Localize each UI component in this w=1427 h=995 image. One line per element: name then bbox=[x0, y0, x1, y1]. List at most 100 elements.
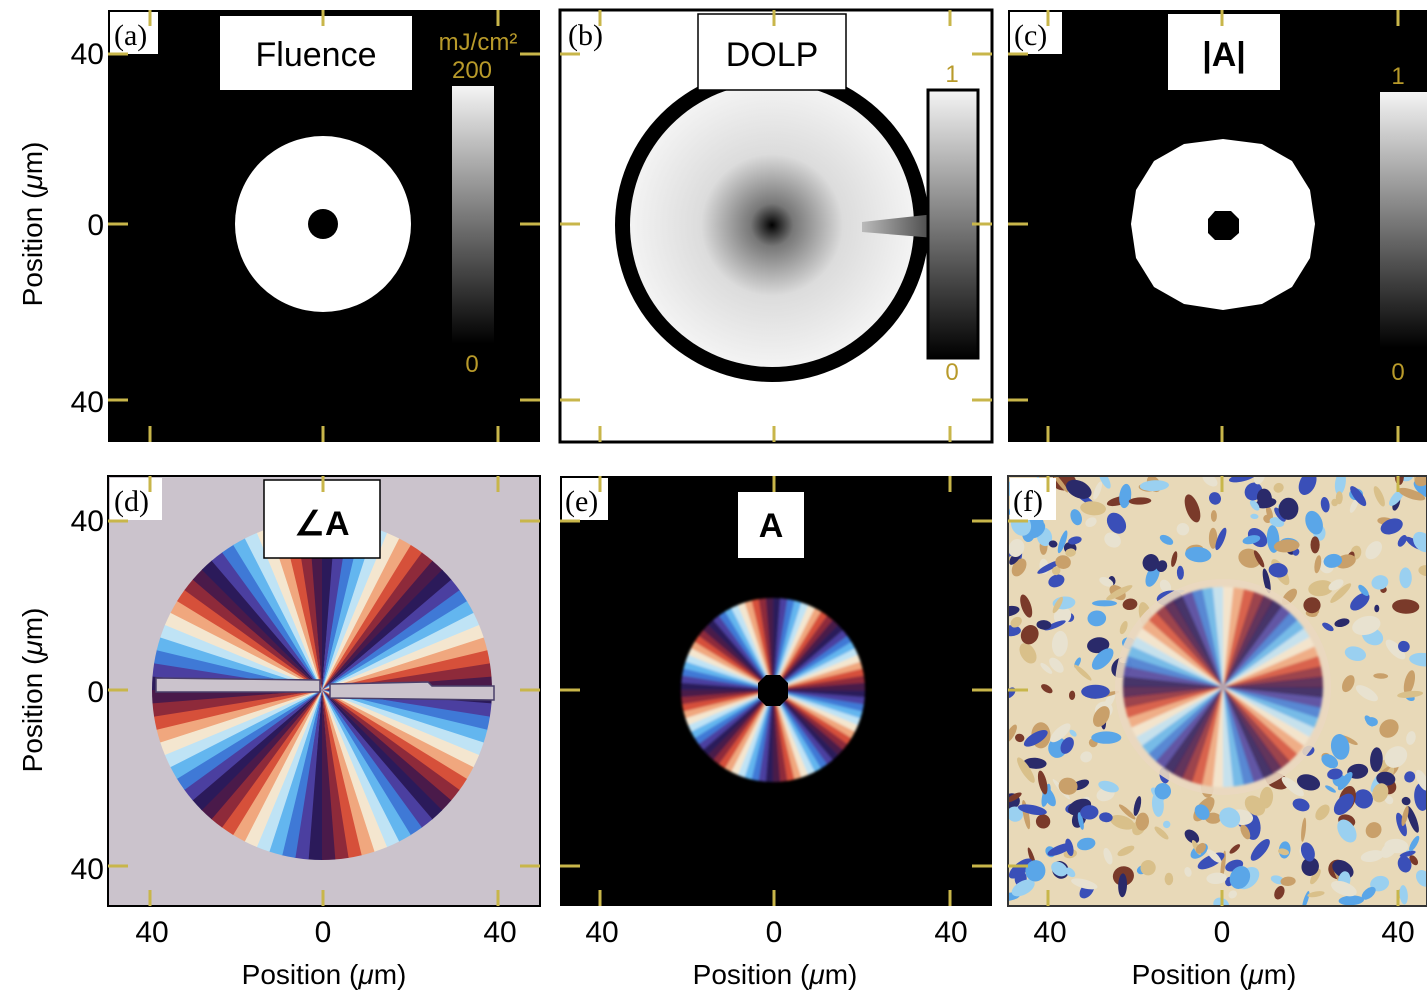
panel-f-noise-blob bbox=[1057, 530, 1068, 554]
panel-e: (e) A bbox=[560, 476, 992, 906]
panel-f-noise-blob bbox=[1093, 706, 1110, 727]
panel-f-noise-blob bbox=[1019, 643, 1037, 664]
panel-d-wedge bbox=[192, 569, 322, 690]
panel-f-noise-blob bbox=[1011, 879, 1035, 897]
panel-f-noise-blob bbox=[1401, 805, 1409, 827]
x-axis-d: 40 0 40 Position (μm) bbox=[135, 916, 516, 990]
panel-d-wedge bbox=[177, 589, 322, 690]
panel-d-wedge bbox=[322, 690, 488, 744]
y-tick-label-bottom-row-40-lower: 40 bbox=[71, 853, 104, 886]
panel-e-wedge bbox=[773, 630, 848, 690]
panel-f-noise-blob bbox=[1298, 476, 1317, 495]
panel-f-noise-blob bbox=[1040, 662, 1053, 674]
panel-f-wedge bbox=[1192, 589, 1223, 687]
x-tick-label-d-center: 0 bbox=[315, 916, 332, 949]
panel-d-wedge bbox=[322, 528, 388, 690]
panel-f-noise-blob bbox=[1068, 690, 1076, 700]
panel-f-wedge bbox=[1191, 687, 1223, 785]
panel-f-noise-blob bbox=[1262, 568, 1271, 594]
panel-f-noise-blob bbox=[1184, 829, 1200, 844]
x-tick-label-d-left: 40 bbox=[135, 916, 168, 949]
panel-c-colorbar-min: 0 bbox=[1391, 359, 1404, 386]
panel-f-noise-blob bbox=[1323, 553, 1343, 568]
panel-f-wedge bbox=[1223, 595, 1274, 687]
panel-f-noise-blob bbox=[1058, 777, 1078, 795]
panel-f-noise-blob bbox=[1184, 494, 1201, 523]
panel-f-noise-blob bbox=[1259, 786, 1274, 809]
panel-f-wedge bbox=[1223, 687, 1264, 783]
panel-e-wedge bbox=[685, 654, 773, 690]
panel-f-noise-blob bbox=[1335, 491, 1343, 505]
panel-f-noise-blob bbox=[1091, 648, 1114, 670]
panel-b-letter: (b) bbox=[568, 19, 603, 52]
panel-f-noise-blob bbox=[1314, 555, 1322, 574]
panel-f-noise-blob bbox=[1399, 567, 1412, 589]
panel-f-noise-blob bbox=[1119, 483, 1132, 509]
panel-f-noise-blob bbox=[1133, 796, 1142, 816]
panel-e-wedge bbox=[773, 690, 809, 778]
panel-f-noise-blob bbox=[1081, 684, 1110, 699]
panel-d-wedge bbox=[322, 690, 375, 856]
panel-e-wedge bbox=[773, 690, 861, 726]
panel-e-wedge bbox=[773, 690, 795, 781]
x-tick-label-e-left: 40 bbox=[585, 916, 618, 949]
panel-d-wedge bbox=[282, 521, 322, 690]
panel-f-noise-blob bbox=[1209, 492, 1221, 505]
panel-f-noise-blob bbox=[1350, 592, 1370, 611]
panel-f-noise-blob bbox=[1401, 796, 1411, 806]
panel-f-noise-blob bbox=[1103, 847, 1113, 865]
panel-f-wedge bbox=[1223, 666, 1323, 687]
panel-f-noise-blob bbox=[1020, 594, 1033, 618]
panel-f-noise-blob bbox=[1171, 551, 1178, 567]
panel-d-wedge bbox=[322, 690, 400, 848]
panel-f-noise-blob bbox=[1349, 498, 1359, 513]
panel-f-noise-blob bbox=[1250, 513, 1259, 520]
panel-e-wedge bbox=[773, 690, 863, 719]
panel-f-noise-blob bbox=[1365, 541, 1383, 560]
panel-c-title: |A| bbox=[1202, 36, 1246, 74]
panel-f-wedge bbox=[1223, 687, 1290, 769]
panel-d-wedge bbox=[322, 690, 467, 791]
panel-f-noise-blob bbox=[1274, 507, 1286, 522]
panel-f-wedge bbox=[1148, 612, 1223, 687]
panel-f-noise-blob bbox=[1118, 873, 1128, 898]
panel-f-noise-blob bbox=[1035, 814, 1051, 829]
panel-d-wedge bbox=[322, 690, 422, 836]
panel-e-field-wheel bbox=[680, 597, 866, 783]
panel-d-wedge bbox=[322, 690, 433, 829]
panel-f-wedge bbox=[1131, 636, 1223, 687]
panel-f-noise-blob bbox=[1300, 842, 1315, 862]
panel-f-noise-blob bbox=[1219, 807, 1241, 828]
panel-d-letter: (d) bbox=[114, 485, 149, 518]
panel-f-noise-blob bbox=[1273, 482, 1284, 493]
panel-e-wedge bbox=[772, 690, 781, 783]
panel-f-noise-blob bbox=[1050, 723, 1071, 743]
panel-f-wedge bbox=[1223, 589, 1255, 687]
panel-f-noise-blob bbox=[1220, 850, 1226, 880]
panel-f-noise-blob bbox=[1403, 670, 1416, 695]
panel-e-wedge bbox=[681, 690, 773, 705]
panel-f-wedge bbox=[1123, 687, 1223, 708]
panel-f-noise-blob bbox=[1415, 769, 1427, 791]
panel-f-noise-blob bbox=[1399, 885, 1408, 905]
panel-e-wedge bbox=[773, 682, 866, 691]
panel-d-wedge bbox=[210, 690, 322, 828]
panel-f-noise-blob bbox=[1037, 770, 1048, 795]
panel-d-wedge bbox=[322, 650, 491, 690]
panel-d-wedge bbox=[322, 524, 376, 690]
panel-e-wedge bbox=[773, 602, 809, 690]
panel-f-letter: (f) bbox=[1013, 485, 1043, 518]
panel-f-noise-blob bbox=[1051, 566, 1061, 576]
panel-e-center-hole bbox=[758, 675, 788, 706]
panel-e-wedge bbox=[773, 690, 788, 782]
panel-e-title-box bbox=[738, 492, 804, 558]
panel-d-wedge bbox=[170, 690, 322, 779]
panel-e-wedge bbox=[773, 690, 858, 733]
panel-e-wedge bbox=[758, 598, 773, 690]
panel-d-wedge bbox=[321, 690, 336, 861]
panel-f-noise-blob bbox=[1015, 733, 1025, 743]
panel-f-noise-blob bbox=[1071, 878, 1098, 890]
panel-d-wedge bbox=[221, 690, 322, 835]
panel-f-noise-blob bbox=[1280, 876, 1296, 887]
